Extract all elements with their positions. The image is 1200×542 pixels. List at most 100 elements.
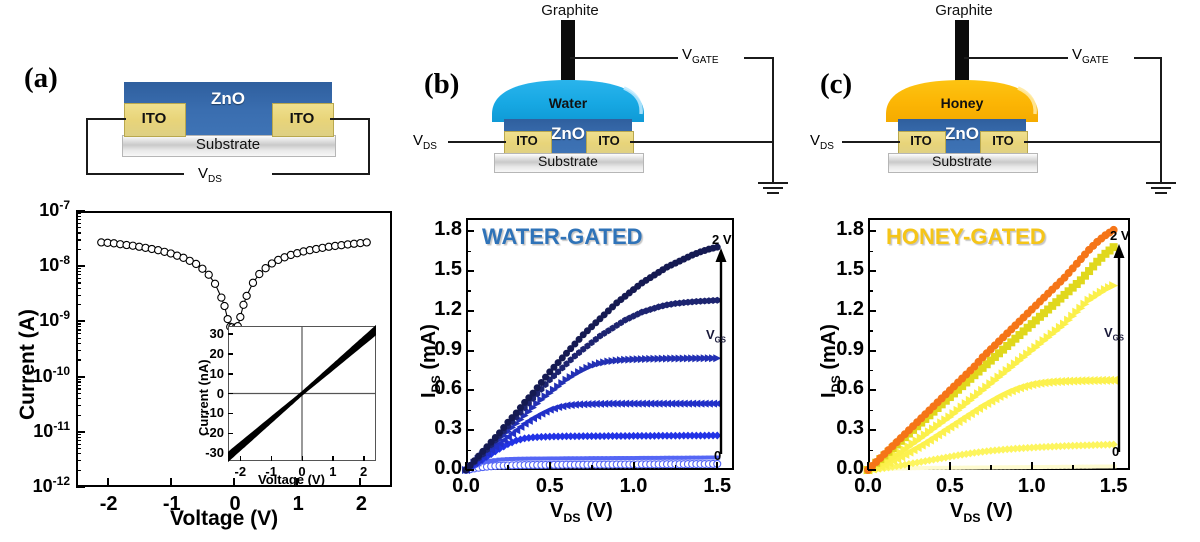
axis-tick-label: 1 bbox=[329, 464, 337, 479]
axis-tick bbox=[76, 274, 81, 276]
vgs-main: V bbox=[1104, 325, 1113, 340]
axis-tick bbox=[466, 349, 474, 352]
axis-tick-label: 1.0 bbox=[1017, 475, 1046, 497]
axis-tick-label: 0.0 bbox=[854, 475, 882, 497]
axis-tick bbox=[76, 398, 81, 400]
exponent: -8 bbox=[59, 253, 70, 268]
zno-label: ZnO bbox=[945, 124, 979, 143]
plot-b-title: WATER-GATED bbox=[482, 224, 643, 249]
axis-tick-label: 0.3 bbox=[836, 417, 864, 440]
mantissa: 10 bbox=[33, 420, 54, 441]
panel-b: (b) Graphite Water ZnO ITO ITO Substrate bbox=[410, 0, 810, 542]
vds-sub: DS bbox=[423, 141, 437, 152]
wire-left-lead bbox=[86, 118, 126, 120]
y-tick-label: 10-9 bbox=[10, 308, 70, 331]
axis-tick bbox=[868, 290, 873, 292]
axis-tick bbox=[228, 373, 233, 375]
vgate-sub: GATE bbox=[692, 55, 719, 66]
vgs-arrow-icon bbox=[715, 248, 727, 454]
axis-tick bbox=[76, 359, 81, 361]
substrate-label: Substrate bbox=[195, 136, 261, 153]
axis-tick bbox=[76, 323, 81, 325]
vgs-bottom-label: 0 bbox=[1112, 444, 1120, 459]
axis-tick bbox=[466, 389, 474, 392]
plot-b-canvas bbox=[461, 243, 722, 475]
axis-tick bbox=[466, 449, 471, 451]
axis-tick bbox=[466, 230, 474, 233]
panel-a-tag: (a) bbox=[24, 62, 58, 94]
graphite-electrode bbox=[561, 20, 575, 82]
panel-a: (a) Substrate ZnO ITO ITO VDS 10-7 10-8 10… bbox=[0, 0, 410, 542]
axis-tick bbox=[868, 449, 873, 451]
axis-tick-label: 1.5 bbox=[1099, 475, 1128, 497]
plot-a-inset-y-title: Current (nA) bbox=[196, 359, 211, 436]
wire-vgate-right bbox=[744, 57, 774, 59]
vgs-arrow-icon bbox=[1113, 244, 1125, 452]
vds-main: V bbox=[413, 132, 424, 149]
axis-tick bbox=[169, 478, 172, 487]
axis-tick bbox=[228, 353, 233, 355]
axis-tick bbox=[868, 349, 876, 352]
wire-bottom-right bbox=[272, 173, 370, 175]
axis-tick bbox=[76, 282, 81, 284]
wire-ground-down bbox=[772, 141, 774, 183]
vgs-arrow-label: VGS bbox=[1104, 325, 1124, 343]
axis-tick bbox=[466, 370, 471, 372]
axis-tick bbox=[76, 388, 81, 390]
axis-tick-label: 0.0 bbox=[434, 457, 462, 479]
wire-vgate-down bbox=[772, 57, 774, 141]
axis-tick bbox=[76, 469, 81, 472]
axis-tick bbox=[868, 250, 873, 253]
axis-tick bbox=[908, 465, 910, 470]
ito-right-label: ITO bbox=[598, 133, 620, 148]
wire-vgate-h bbox=[964, 57, 1068, 59]
axis-tick-label: 0.6 bbox=[836, 377, 864, 400]
axis-tick bbox=[868, 409, 873, 412]
y-tick-label: 10-12 bbox=[10, 474, 70, 497]
axis-tick-label: 0.0 bbox=[836, 457, 864, 479]
axis-tick bbox=[76, 430, 85, 433]
droplet-label: Water bbox=[548, 95, 588, 111]
plot-c-title: HONEY-GATED bbox=[886, 224, 1046, 249]
axis-tick-label: -10 bbox=[205, 405, 224, 421]
panel-c: (c) Graphite Honey ZnO ITO ITO Substrate bbox=[810, 0, 1200, 542]
zno-label: ZnO bbox=[211, 89, 245, 108]
axis-tick bbox=[76, 294, 81, 296]
plot-a-inset-x-title: Voltage (V) bbox=[258, 472, 325, 487]
axis-tick-label: 1.2 bbox=[836, 297, 864, 320]
vgs-top-label: 2 V bbox=[1110, 228, 1130, 243]
axis-tick bbox=[76, 436, 81, 438]
axis-tick bbox=[632, 462, 635, 470]
ito-left-label: ITO bbox=[516, 133, 538, 148]
exponent: -7 bbox=[59, 198, 70, 212]
vds-main: V bbox=[810, 132, 821, 149]
axis-tick bbox=[868, 230, 876, 233]
wire-ground-h bbox=[1024, 141, 1162, 143]
x-sub: DS bbox=[963, 511, 981, 525]
x-main: V bbox=[550, 500, 564, 522]
axis-tick bbox=[868, 309, 876, 312]
droplet-label: Honey bbox=[940, 95, 984, 111]
axis-tick bbox=[76, 392, 81, 394]
plot-c-canvas bbox=[863, 225, 1119, 475]
axis-tick-label: -20 bbox=[205, 425, 224, 441]
x-unit: (V) bbox=[986, 500, 1013, 522]
plot-b-x-axis-title: VDS (V) bbox=[550, 500, 613, 525]
vgs-sub: GS bbox=[714, 335, 726, 345]
axis-tick-label: -1 bbox=[162, 493, 181, 515]
axis-tick bbox=[76, 378, 81, 380]
y-tick-label: 10-8 bbox=[10, 253, 70, 276]
axis-tick bbox=[76, 326, 81, 328]
ito-right-label: ITO bbox=[289, 110, 315, 127]
axis-tick bbox=[76, 375, 85, 378]
axis-tick bbox=[359, 478, 362, 487]
axis-tick bbox=[76, 268, 81, 270]
axis-tick bbox=[76, 227, 81, 229]
axis-tick bbox=[228, 412, 233, 415]
axis-tick bbox=[1030, 462, 1033, 470]
axis-tick-label: 1.0 bbox=[619, 475, 648, 497]
axis-tick-label: 1.5 bbox=[836, 258, 864, 281]
axis-tick bbox=[76, 210, 85, 212]
axis-tick bbox=[228, 432, 233, 435]
ito-right-block bbox=[272, 103, 334, 137]
